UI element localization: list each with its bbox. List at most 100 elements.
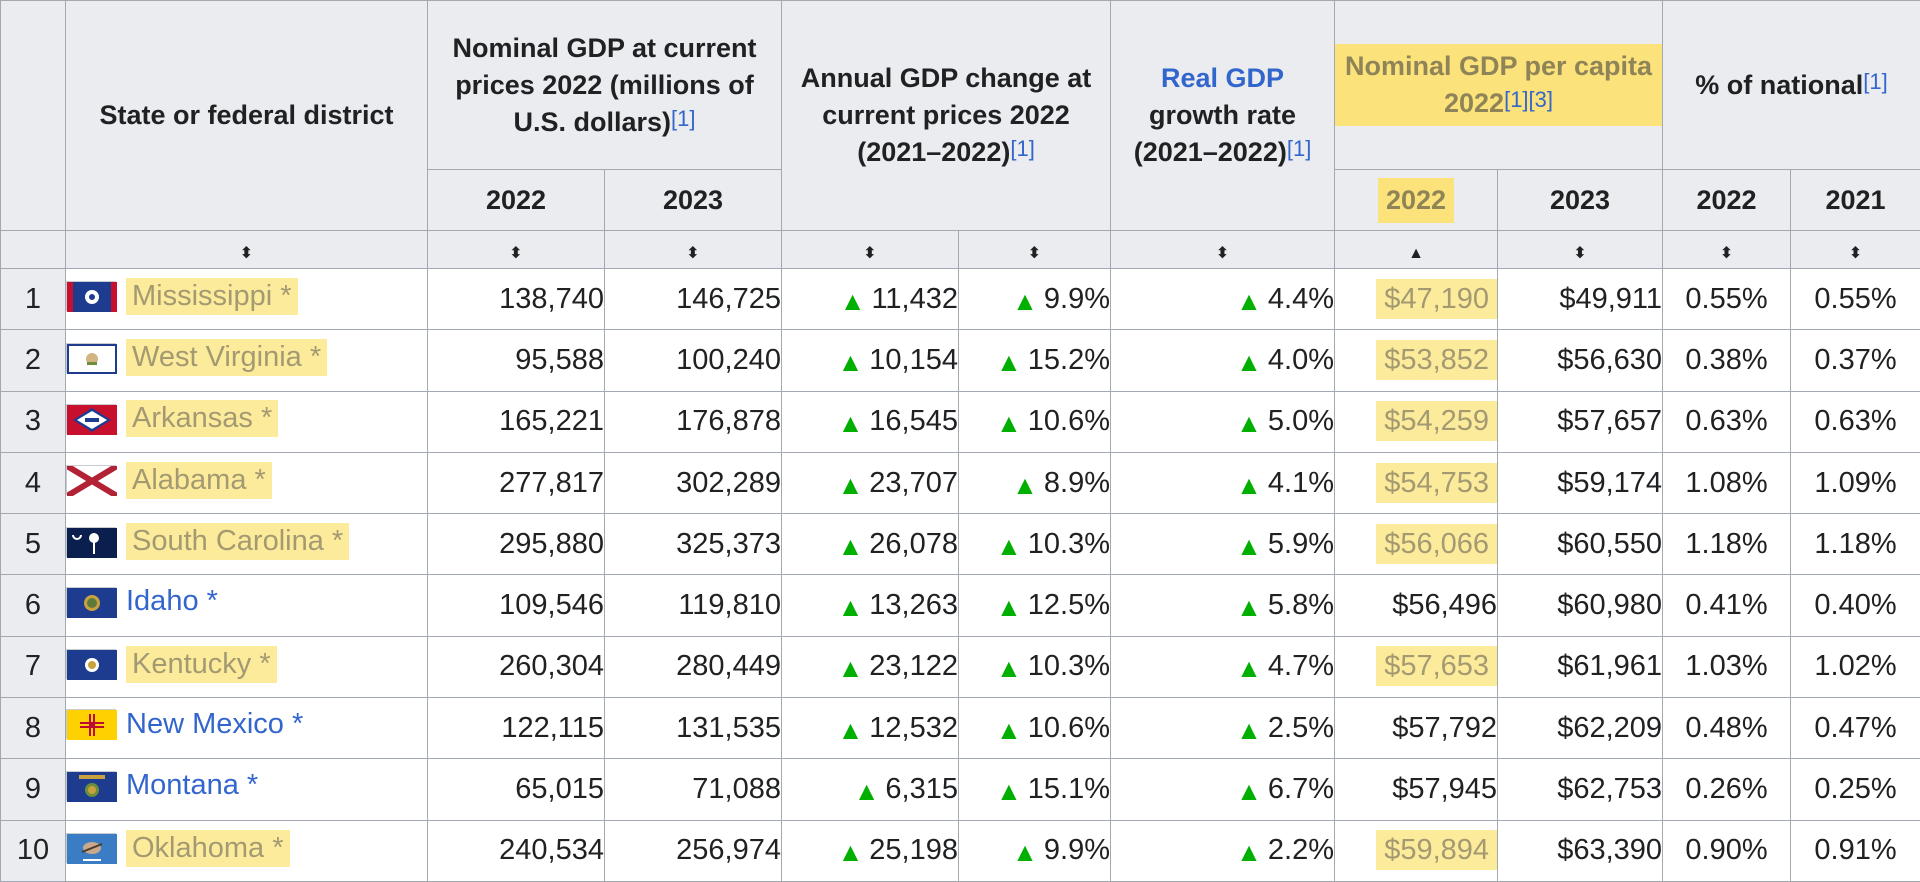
pct-2021-cell: 0.37% (1791, 330, 1920, 391)
sort-icon: ⬍ (1849, 247, 1862, 261)
state-link[interactable]: Mississippi * (126, 278, 298, 315)
west-virginia-flag-icon (66, 343, 116, 373)
ref-link[interactable]: [1] (1287, 136, 1311, 161)
pct-2021-cell: 0.40% (1791, 575, 1920, 636)
real-gdp-link[interactable]: Real GDP (1161, 63, 1284, 93)
increase-icon: ▲ (996, 592, 1022, 623)
sort-icon: ⬍ (1720, 247, 1733, 261)
ref-link[interactable]: [1] (1863, 69, 1887, 94)
per-capita-2023-cell: $57,657 (1498, 391, 1663, 452)
rank-cell: 3 (1, 391, 66, 452)
increase-icon: ▲ (996, 653, 1022, 684)
per-capita-2023-cell: $60,550 (1498, 514, 1663, 575)
state-link[interactable]: West Virginia * (126, 339, 327, 376)
pct-national-header: % of national[1] (1663, 1, 1920, 170)
change-cell: ▲23,707 (782, 452, 959, 513)
sort-pct2021-button[interactable]: ⬍ (1791, 231, 1920, 269)
sort-gdp2022-button[interactable]: ⬍ (428, 231, 605, 269)
rank-cell: 4 (1, 452, 66, 513)
rank-cell: 6 (1, 575, 66, 636)
increase-icon: ▲ (838, 592, 864, 623)
state-cell: New Mexico * (66, 698, 428, 759)
increase-icon: ▲ (1236, 531, 1262, 562)
sort-real-growth-button[interactable]: ⬍ (1111, 231, 1335, 269)
state-link[interactable]: South Carolina * (126, 523, 349, 560)
pct-2021-cell: 0.25% (1791, 759, 1920, 820)
nominal-gdp-header: Nominal GDP at current prices 2022 (mill… (428, 1, 782, 170)
state-link[interactable]: Montana * (126, 769, 258, 802)
real-growth-cell: ▲6.7% (1111, 759, 1335, 820)
pct-2021-cell: 1.02% (1791, 636, 1920, 697)
gdp-2023-cell: 302,289 (605, 452, 782, 513)
change-cell: ▲6,315 (782, 759, 959, 820)
sort-pct2022-button[interactable]: ⬍ (1663, 231, 1791, 269)
increase-icon: ▲ (1236, 592, 1262, 623)
sort-pc2022-button[interactable]: ▲ (1335, 231, 1498, 269)
gdp-2023-cell: 256,974 (605, 820, 782, 881)
state-link[interactable]: New Mexico * (126, 708, 303, 741)
change-cell: ▲11,432 (782, 269, 959, 330)
state-cell: Montana * (66, 759, 428, 820)
real-growth-cell: ▲5.8% (1111, 575, 1335, 636)
gdp-2022-cell: 122,115 (428, 698, 605, 759)
state-cell: Arkansas * (66, 391, 428, 452)
pct-2021-cell: 0.63% (1791, 391, 1920, 452)
change-pct-cell: ▲12.5% (959, 575, 1111, 636)
increase-icon: ▲ (1236, 408, 1262, 439)
state-cell: Idaho * (66, 575, 428, 636)
state-cell: Kentucky * (66, 636, 428, 697)
ref-link[interactable]: [3] (1529, 87, 1553, 112)
real-growth-cell: ▲4.0% (1111, 330, 1335, 391)
per-capita-2022-cell: $57,792 (1335, 698, 1498, 759)
change-cell: ▲26,078 (782, 514, 959, 575)
state-link[interactable]: Kentucky * (126, 646, 277, 683)
change-pct-cell: ▲15.2% (959, 330, 1111, 391)
real-growth-cell: ▲5.9% (1111, 514, 1335, 575)
increase-icon: ▲ (840, 286, 866, 317)
state-link[interactable]: Alabama * (126, 462, 272, 499)
real-growth-cell: ▲5.0% (1111, 391, 1335, 452)
pct-2022-cell: 0.41% (1663, 575, 1791, 636)
change-cell: ▲23,122 (782, 636, 959, 697)
ref-link[interactable]: [1] (671, 106, 695, 131)
rank-cell: 5 (1, 514, 66, 575)
increase-icon: ▲ (1236, 470, 1262, 501)
per-capita-2023-cell: $59,174 (1498, 452, 1663, 513)
sort-state-button[interactable]: ⬍ (66, 231, 428, 269)
real-growth-cell: ▲2.5% (1111, 698, 1335, 759)
change-cell: ▲13,263 (782, 575, 959, 636)
ref-link[interactable]: [1] (1504, 87, 1528, 112)
sort-icon: ⬍ (509, 247, 522, 261)
sort-change-button[interactable]: ⬍ (782, 231, 959, 269)
per-capita-highlight: Nominal GDP per capita 2022[1][3] (1335, 44, 1662, 126)
pct-2022-cell: 0.55% (1663, 269, 1791, 330)
pct-2022-cell: 0.26% (1663, 759, 1791, 820)
sort-pc2023-button[interactable]: ⬍ (1498, 231, 1663, 269)
gdp-2022-cell: 95,588 (428, 330, 605, 391)
state-cell: Mississippi * (66, 269, 428, 330)
gdp-2023-cell: 71,088 (605, 759, 782, 820)
per-capita-2022-cell: $57,945 (1335, 759, 1498, 820)
pct-2022-cell: 0.63% (1663, 391, 1791, 452)
gdp-2023-cell: 131,535 (605, 698, 782, 759)
gdp-2022-cell: 165,221 (428, 391, 605, 452)
change-pct-cell: ▲10.6% (959, 698, 1111, 759)
state-link[interactable]: Idaho * (126, 585, 218, 618)
increase-icon: ▲ (854, 776, 880, 807)
state-link[interactable]: Oklahoma * (126, 830, 290, 867)
per-capita-2023-cell: $56,630 (1498, 330, 1663, 391)
sort-change-pct-button[interactable]: ⬍ (959, 231, 1111, 269)
sort-icon: ⬍ (1216, 247, 1229, 261)
ref-link[interactable]: [1] (1010, 136, 1034, 161)
pct-2022-cell: 1.08% (1663, 452, 1791, 513)
annual-change-header: Annual GDP change at current prices 2022… (782, 1, 1111, 231)
state-link[interactable]: Arkansas * (126, 400, 278, 437)
sort-gdp2023-button[interactable]: ⬍ (605, 231, 782, 269)
